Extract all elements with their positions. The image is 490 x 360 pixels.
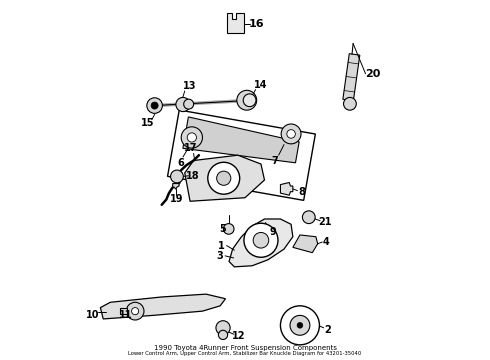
Text: 9: 9 [270, 228, 276, 238]
Circle shape [147, 98, 162, 113]
Polygon shape [293, 235, 318, 253]
Circle shape [223, 224, 234, 234]
Text: 13: 13 [183, 81, 196, 91]
Text: 5: 5 [220, 224, 226, 234]
Polygon shape [100, 294, 225, 319]
Circle shape [216, 321, 230, 335]
Polygon shape [343, 54, 360, 101]
Polygon shape [185, 155, 265, 201]
Text: 1: 1 [218, 240, 225, 251]
Polygon shape [227, 13, 245, 33]
Circle shape [287, 130, 295, 138]
Text: 10: 10 [86, 310, 99, 320]
Text: 3: 3 [217, 251, 223, 261]
Text: 16: 16 [248, 19, 264, 29]
Text: 8: 8 [298, 187, 305, 197]
Circle shape [181, 127, 202, 148]
Text: 18: 18 [186, 171, 199, 181]
Polygon shape [120, 308, 127, 314]
Text: 15: 15 [141, 118, 154, 128]
Text: 1990 Toyota 4Runner Front Suspension Components: 1990 Toyota 4Runner Front Suspension Com… [153, 345, 337, 351]
Text: 4: 4 [322, 237, 329, 247]
Text: 17: 17 [184, 143, 198, 153]
Circle shape [219, 330, 228, 339]
Circle shape [244, 223, 278, 257]
Circle shape [132, 307, 139, 315]
Polygon shape [168, 110, 316, 201]
Polygon shape [229, 219, 293, 267]
Circle shape [302, 211, 315, 224]
Circle shape [243, 94, 256, 107]
Circle shape [237, 90, 257, 110]
Circle shape [171, 170, 183, 183]
Circle shape [281, 124, 301, 144]
Circle shape [208, 162, 240, 194]
Circle shape [280, 306, 319, 345]
Polygon shape [172, 184, 179, 189]
Text: 11: 11 [119, 310, 133, 320]
Text: Lower Control Arm, Upper Control Arm, Stabilizer Bar Knuckle Diagram for 43201-3: Lower Control Arm, Upper Control Arm, St… [128, 351, 362, 356]
Circle shape [187, 133, 196, 142]
Circle shape [217, 171, 231, 185]
Text: 21: 21 [318, 217, 332, 227]
Polygon shape [183, 117, 299, 163]
Circle shape [343, 98, 356, 110]
Circle shape [297, 323, 303, 328]
Circle shape [126, 302, 144, 320]
Circle shape [253, 233, 269, 248]
Text: 12: 12 [232, 331, 245, 341]
Circle shape [290, 315, 310, 335]
Text: 6: 6 [178, 158, 185, 168]
Text: 7: 7 [272, 156, 278, 166]
Circle shape [184, 99, 194, 109]
Circle shape [176, 98, 190, 112]
Text: 2: 2 [324, 325, 331, 334]
Circle shape [151, 102, 158, 109]
Polygon shape [280, 183, 293, 195]
Text: 14: 14 [254, 80, 268, 90]
Text: 20: 20 [365, 69, 380, 79]
Text: 19: 19 [170, 194, 184, 204]
